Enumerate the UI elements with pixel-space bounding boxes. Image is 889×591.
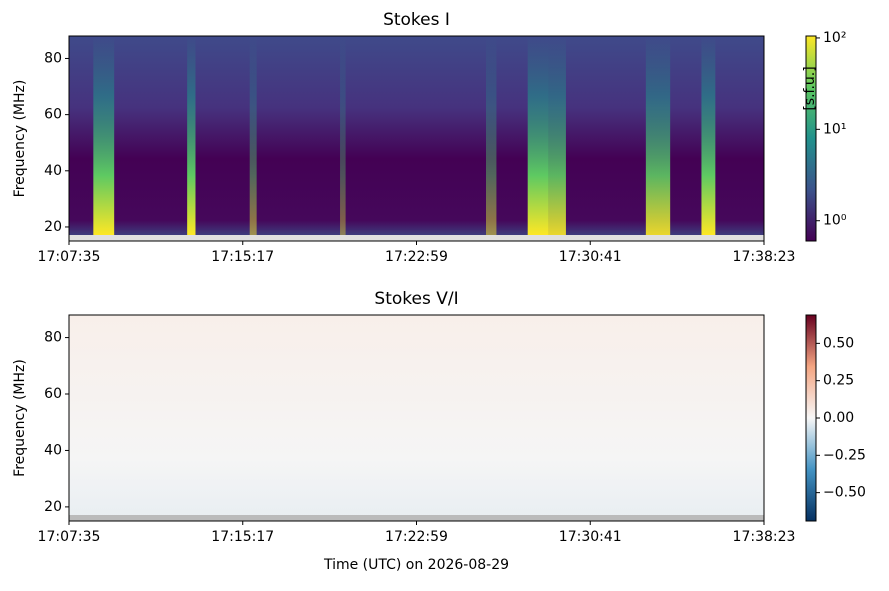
y-tick-label: 20: [44, 499, 62, 515]
y-tick-label: 80: [44, 50, 62, 66]
y-axis-label: Frequency (MHz): [12, 80, 28, 198]
y-tick-label: 40: [44, 163, 62, 179]
colorbar-tick-label: 0.25: [823, 373, 854, 389]
colorbar-tick-label: 10⁰: [823, 213, 847, 229]
burst: [249, 36, 257, 235]
colorbar-tick-label: 10²: [823, 30, 846, 46]
y-tick-label: 60: [44, 107, 62, 123]
band: [69, 235, 764, 241]
y-tick-label: 80: [44, 330, 62, 346]
burst: [548, 36, 566, 235]
x-tick-label: 17:22:59: [385, 249, 448, 265]
x-tick-label: 17:30:41: [559, 529, 622, 545]
spectrogram: [69, 315, 764, 521]
colorbar: [805, 35, 817, 242]
burst: [645, 36, 671, 235]
burst: [527, 36, 549, 235]
x-tick-label: 17:15:17: [211, 529, 274, 545]
colorbar: [805, 314, 817, 522]
colorbar-tick-label: 10¹: [823, 121, 846, 137]
burst: [701, 36, 716, 235]
y-tick-label: 60: [44, 386, 62, 402]
y-axis-label: Frequency (MHz): [12, 359, 28, 477]
x-tick-label: 17:07:35: [38, 249, 101, 265]
colorbar-tick-label: −0.25: [823, 447, 866, 463]
burst: [486, 36, 497, 235]
x-tick-label: 17:22:59: [385, 529, 448, 545]
band: [69, 515, 764, 521]
x-tick-label: 17:07:35: [38, 529, 101, 545]
x-axis-label: Time (UTC) on 2026-08-29: [323, 557, 509, 573]
colorbar-tick-label: 0.50: [823, 335, 854, 351]
burst: [93, 36, 115, 235]
x-tick-label: 17:38:23: [733, 529, 796, 545]
y-tick-label: 40: [44, 442, 62, 458]
x-tick-label: 17:38:23: [733, 249, 796, 265]
x-tick-label: 17:30:41: [559, 249, 622, 265]
burst: [340, 36, 346, 235]
x-tick-label: 17:15:17: [211, 249, 274, 265]
colorbar-tick-label: −0.50: [823, 485, 866, 501]
y-tick-label: 20: [44, 219, 62, 235]
colorbar-label: [s.f.u.]: [802, 66, 818, 110]
colorbar-tick-label: 0.00: [823, 410, 854, 426]
panel-title: Stokes I: [383, 10, 450, 30]
panel-title: Stokes V/I: [374, 289, 458, 309]
burst: [187, 36, 196, 235]
